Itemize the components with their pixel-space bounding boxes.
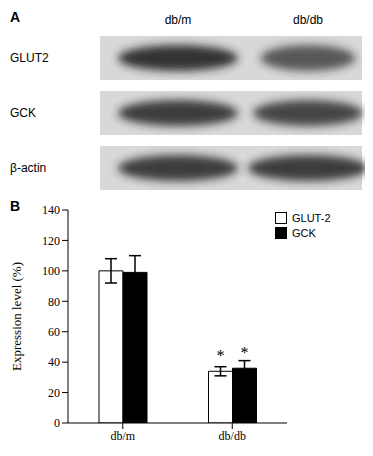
- svg-text:db/db: db/db: [293, 13, 323, 27]
- svg-text:db/m: db/m: [110, 429, 135, 443]
- svg-text:120: 120: [42, 234, 60, 248]
- svg-text:0: 0: [54, 416, 60, 430]
- svg-text:140: 140: [42, 203, 60, 217]
- svg-text:GCK: GCK: [10, 106, 36, 120]
- svg-text:db/db: db/db: [219, 429, 246, 443]
- svg-text:A: A: [10, 9, 20, 25]
- html-text:GLUT-2: GLUT-2: [292, 212, 331, 224]
- svg-text:40: 40: [48, 355, 60, 369]
- svg-text:db/m: db/m: [165, 13, 192, 27]
- html-text:GCK: GCK: [292, 227, 316, 239]
- svg-text:*: *: [241, 344, 249, 361]
- svg-text:80: 80: [48, 295, 60, 309]
- svg-text:100: 100: [42, 264, 60, 278]
- svg-text:β-actin: β-actin: [10, 161, 46, 175]
- svg-text:Expression level (%): Expression level (%): [9, 262, 24, 371]
- svg-text:60: 60: [48, 325, 60, 339]
- svg-text:*: *: [217, 347, 225, 364]
- svg-text:20: 20: [48, 386, 60, 400]
- svg-text:GLUT2: GLUT2: [10, 51, 49, 65]
- html-text:B: B: [10, 198, 21, 214]
